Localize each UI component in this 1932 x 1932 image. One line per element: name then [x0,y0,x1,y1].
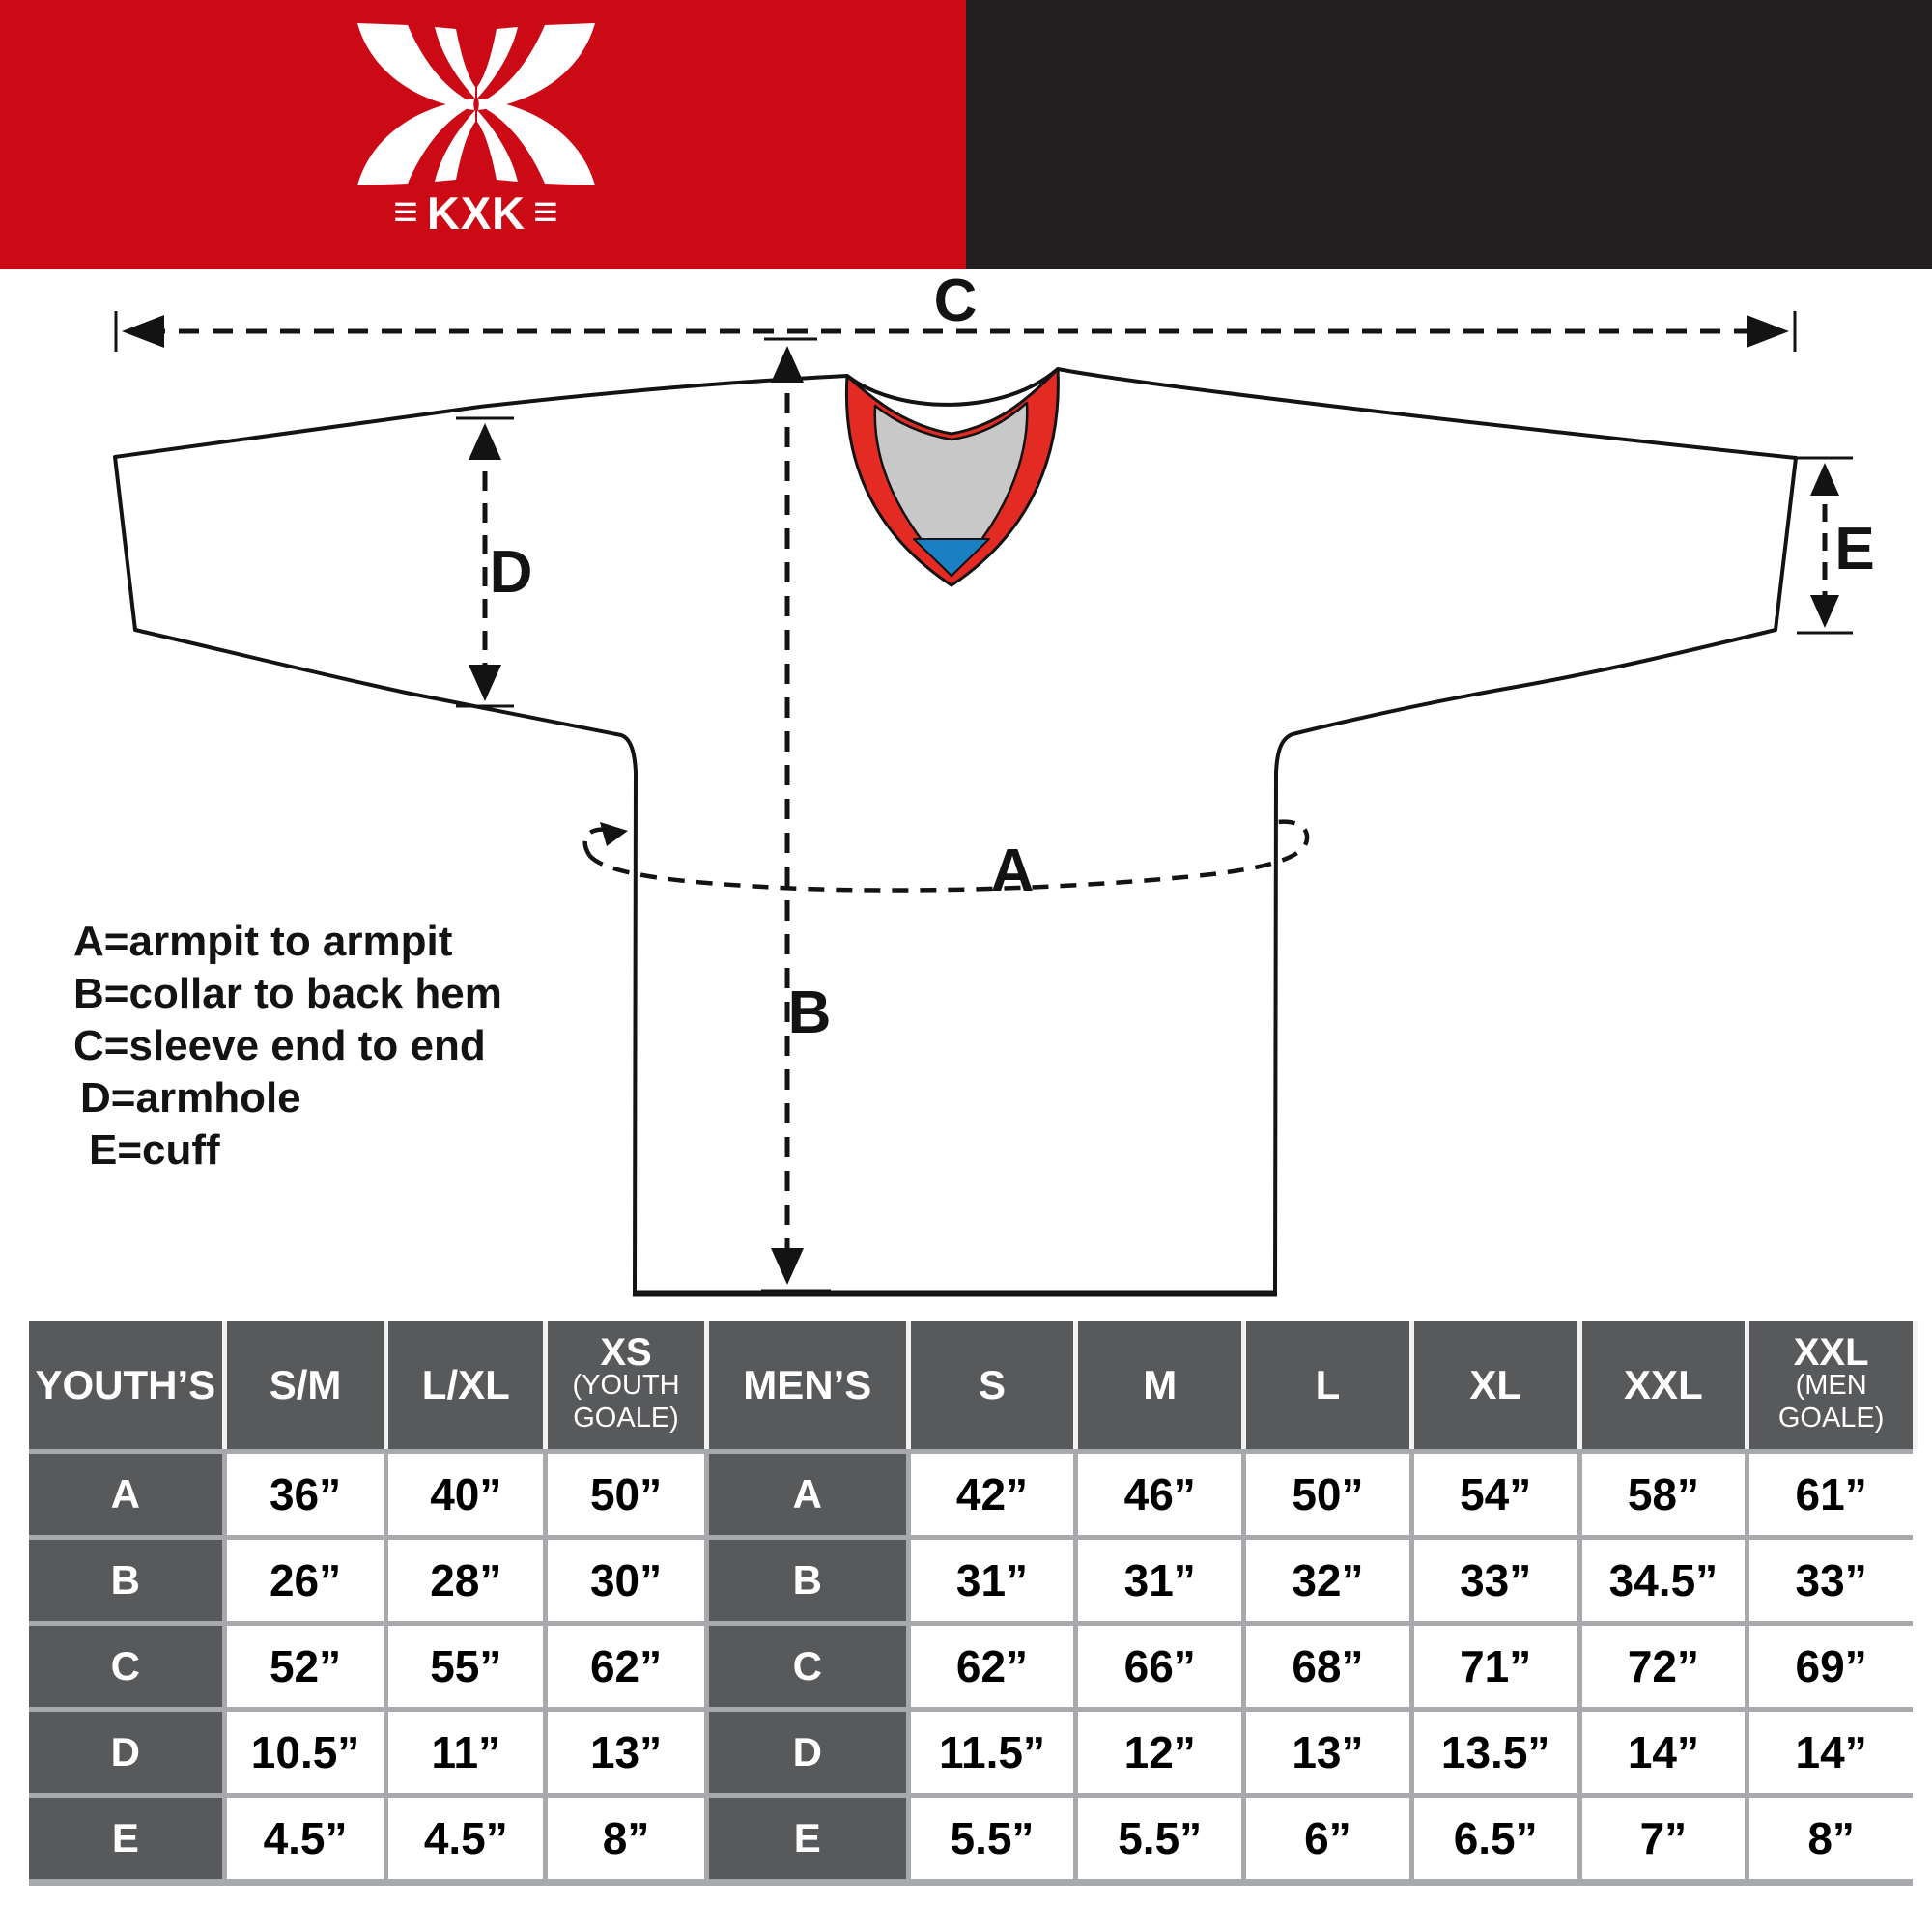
label-a: A [991,838,1035,904]
size-cell: 62” [548,1626,704,1707]
size-cell: 34.5” [1581,1540,1746,1621]
size-cell: 69” [1749,1626,1913,1707]
logo-bars-left-icon: ≡ [393,186,419,238]
label-b: B [788,980,832,1046]
title-banner: SIZE CHART [966,0,1932,269]
size-cell: 61” [1749,1454,1913,1535]
brand-header: ≡ KXK ≡ [0,0,966,269]
size-cell: 31” [910,1540,1074,1621]
size-cell: 14” [1581,1712,1746,1793]
size-cell: 68” [1246,1626,1409,1707]
size-cell: 13.5” [1413,1712,1577,1793]
size-cell: 62” [910,1626,1074,1707]
size-cell: 42” [910,1454,1074,1535]
label-c: C [934,268,978,334]
row-label: C [708,1626,906,1707]
col-header: L [1246,1321,1409,1449]
size-cell: 4.5” [226,1798,384,1879]
col-header: XL [1413,1321,1577,1449]
col-header: S [910,1321,1074,1449]
size-table: YOUTH’S S/M L/XL XS (YOUTH GOALE) MEN’S … [29,1321,1913,1886]
col-header: XXL [1581,1321,1746,1449]
size-cell: 26” [226,1540,384,1621]
size-cell: 8” [1749,1798,1913,1879]
collar-insert [913,538,990,577]
row-label: A [708,1454,906,1535]
size-cell: 52” [226,1626,384,1707]
col-header-mens: MEN’S [708,1321,906,1449]
col-header: M [1078,1321,1242,1449]
legend-line-d: D=armhole [80,1074,301,1122]
size-cell: 10.5” [226,1712,384,1793]
size-cell: 33” [1749,1540,1913,1621]
legend-line-a: A=armpit to armpit [73,918,453,965]
size-cell: 54” [1413,1454,1577,1535]
size-cell: 11” [388,1712,544,1793]
size-cell: 5.5” [910,1798,1074,1879]
size-cell: 5.5” [1078,1798,1242,1879]
legend-line-b: B=collar to back hem [73,970,502,1017]
size-cell: 8” [548,1798,704,1879]
size-cell: 4.5” [388,1798,544,1879]
size-cell: 13” [1246,1712,1409,1793]
measurement-legend: A=armpit to armpit B=collar to back hem … [73,916,672,1177]
chest-girth-curve [587,819,1310,893]
col-header-youths: YOUTH’S [29,1321,222,1449]
col-header: S/M [226,1321,384,1449]
label-e: E [1834,516,1874,582]
size-cell: 58” [1581,1454,1746,1535]
row-label: C [29,1626,222,1707]
size-cell: 32” [1246,1540,1409,1621]
collar-outer [844,367,1060,587]
row-label: E [29,1798,222,1879]
row-label: E [708,1798,906,1879]
size-cell: 7” [1581,1798,1746,1879]
col-header-xxl-men-goalie: XXL (MEN GOALE) [1749,1321,1913,1449]
logo-bars-right-icon: ≡ [533,186,559,238]
size-cell: 66” [1078,1626,1242,1707]
legend-line-e: E=cuff [89,1126,220,1174]
size-cell: 72” [1581,1626,1746,1707]
row-label: D [29,1712,222,1793]
row-label: B [29,1540,222,1621]
size-cell: 40” [388,1454,544,1535]
size-cell: 6.5” [1413,1798,1577,1879]
size-cell: 71” [1413,1626,1577,1707]
size-cell: 46” [1078,1454,1242,1535]
size-cell: 31” [1078,1540,1242,1621]
size-cell: 30” [548,1540,704,1621]
label-d: D [490,539,533,606]
legend-line-c: C=sleeve end to end [73,1022,486,1069]
row-label: B [708,1540,906,1621]
size-cell: 50” [548,1454,704,1535]
size-cell: 12” [1078,1712,1242,1793]
size-cell: 28” [388,1540,544,1621]
size-cell: 36” [226,1454,384,1535]
row-label: D [708,1712,906,1793]
size-cell: 11.5” [910,1712,1074,1793]
collar-inner [873,401,1029,578]
logo-text-label: KXK [426,186,526,239]
size-cell: 14” [1749,1712,1913,1793]
size-cell: 33” [1413,1540,1577,1621]
size-cell: 50” [1246,1454,1409,1535]
size-cell: 55” [388,1626,544,1707]
col-header: L/XL [388,1321,544,1449]
size-cell: 13” [548,1712,704,1793]
size-cell: 6” [1246,1798,1409,1879]
chest-girth-curl [582,827,617,857]
brand-name: ≡ KXK ≡ [336,185,616,240]
row-label: A [29,1454,222,1535]
kxk-logo-icon [357,23,595,185]
col-header-xs-youth-goalie: XS (YOUTH GOALE) [548,1321,704,1449]
